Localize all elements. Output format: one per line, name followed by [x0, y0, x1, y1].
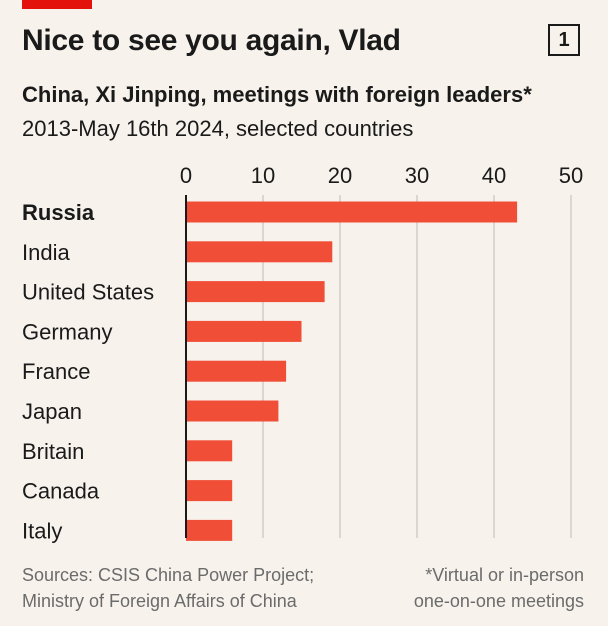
category-label: Canada: [22, 479, 100, 504]
x-tick-label: 40: [482, 163, 506, 188]
bar: [186, 320, 302, 342]
x-tick-label: 30: [405, 163, 429, 188]
bar: [186, 201, 518, 223]
category-label: Germany: [22, 319, 112, 344]
category-label: Russia: [22, 200, 95, 225]
x-tick-label: 20: [328, 163, 352, 188]
x-tick-label: 50: [559, 163, 583, 188]
chart-subtitle-range: 2013-May 16th 2024, selected countries: [22, 116, 414, 141]
bar: [186, 241, 333, 263]
footnote-line-2: one-on-one meetings: [413, 591, 584, 611]
source-line-2: Ministry of Foreign Affairs of China: [22, 591, 297, 611]
bar: [186, 400, 279, 422]
bar: [186, 519, 233, 541]
category-label: India: [22, 240, 70, 265]
source-line-1: Sources: CSIS China Power Project;: [22, 565, 315, 585]
chart-number-badge: 1: [548, 24, 580, 56]
bar: [186, 440, 233, 462]
category-label: Britain: [22, 439, 84, 464]
footnote: *Virtual or in-person one-on-one meeting…: [414, 562, 584, 614]
category-label: Italy: [22, 518, 62, 543]
x-tick-label: 0: [180, 163, 192, 188]
category-label: France: [22, 359, 90, 384]
brand-tab: [22, 0, 92, 9]
x-tick-label: 10: [251, 163, 275, 188]
source-note: Sources: CSIS China Power Project; Minis…: [22, 562, 314, 614]
chart-subtitle: China, Xi Jinping, meetings with foreign…: [22, 82, 532, 107]
bar: [186, 360, 287, 382]
bar-chart: 0 10 20 30 40 50 Russia India United States Germa…: [22, 163, 583, 543]
category-label: Japan: [22, 399, 82, 424]
chart-title: Nice to see you again, Vlad: [22, 24, 401, 57]
bar: [186, 480, 233, 502]
bar: [186, 281, 325, 303]
footnote-line-1: *Virtual or in-person: [425, 565, 584, 585]
category-label: United States: [22, 280, 154, 305]
